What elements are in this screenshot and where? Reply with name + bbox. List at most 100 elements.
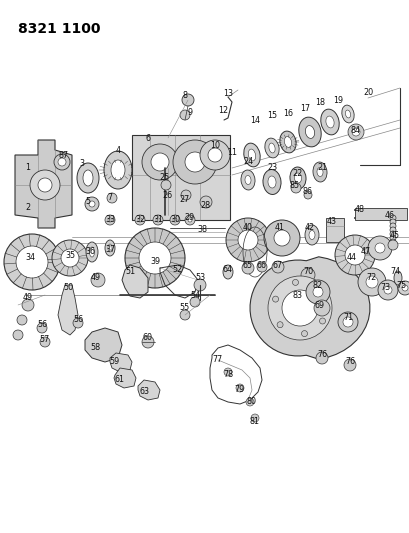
- Text: 64: 64: [222, 265, 232, 274]
- Ellipse shape: [279, 131, 295, 153]
- Ellipse shape: [77, 163, 99, 193]
- Ellipse shape: [83, 170, 93, 186]
- Text: 28: 28: [200, 200, 209, 209]
- Bar: [354, 208, 406, 220]
- Circle shape: [344, 245, 364, 265]
- Circle shape: [389, 223, 395, 229]
- Text: 49: 49: [91, 273, 101, 282]
- Circle shape: [301, 330, 307, 337]
- Text: 15: 15: [266, 110, 276, 119]
- Circle shape: [316, 288, 322, 294]
- Circle shape: [16, 246, 48, 278]
- Text: 33: 33: [105, 215, 115, 224]
- Circle shape: [54, 154, 70, 170]
- Text: 67: 67: [272, 261, 282, 270]
- Text: 65: 65: [243, 261, 252, 270]
- Circle shape: [313, 300, 329, 316]
- Text: 55: 55: [180, 303, 190, 312]
- Circle shape: [342, 317, 352, 327]
- Circle shape: [180, 110, 189, 120]
- Text: 42: 42: [304, 223, 314, 232]
- Polygon shape: [58, 285, 78, 335]
- Ellipse shape: [111, 160, 125, 180]
- Circle shape: [374, 243, 384, 253]
- Polygon shape: [85, 328, 122, 362]
- Polygon shape: [114, 368, 136, 388]
- Polygon shape: [132, 135, 229, 220]
- Text: 48: 48: [354, 206, 364, 214]
- Circle shape: [272, 296, 278, 302]
- Ellipse shape: [344, 110, 350, 118]
- Circle shape: [142, 336, 154, 348]
- Circle shape: [125, 228, 184, 288]
- Circle shape: [303, 191, 311, 199]
- Circle shape: [389, 239, 395, 245]
- Circle shape: [184, 152, 204, 172]
- Text: 21: 21: [316, 164, 326, 173]
- Circle shape: [347, 124, 363, 140]
- Circle shape: [263, 220, 299, 256]
- Text: 5: 5: [85, 198, 90, 206]
- Ellipse shape: [86, 242, 98, 262]
- Ellipse shape: [294, 173, 301, 183]
- Circle shape: [271, 261, 283, 273]
- Text: 52: 52: [173, 265, 183, 274]
- Text: 43: 43: [326, 217, 336, 227]
- Circle shape: [383, 286, 391, 294]
- Text: 84: 84: [350, 125, 360, 134]
- Circle shape: [108, 218, 112, 222]
- Circle shape: [312, 287, 322, 297]
- Ellipse shape: [108, 244, 112, 252]
- Circle shape: [401, 285, 407, 291]
- Ellipse shape: [264, 138, 279, 158]
- Text: 54: 54: [189, 290, 200, 300]
- Circle shape: [334, 235, 374, 275]
- Circle shape: [91, 273, 105, 287]
- Text: 76: 76: [344, 358, 354, 367]
- Text: 35: 35: [65, 251, 75, 260]
- Circle shape: [389, 235, 395, 241]
- Circle shape: [281, 290, 317, 326]
- Circle shape: [38, 178, 52, 192]
- Circle shape: [180, 190, 191, 200]
- Circle shape: [343, 359, 355, 371]
- Circle shape: [377, 280, 397, 300]
- Circle shape: [151, 153, 169, 171]
- Text: 22: 22: [292, 168, 302, 177]
- Text: 61: 61: [115, 376, 125, 384]
- Text: 8321 1100: 8321 1100: [18, 22, 100, 36]
- Polygon shape: [122, 265, 148, 298]
- Text: 37: 37: [105, 246, 115, 254]
- Ellipse shape: [304, 225, 318, 245]
- Ellipse shape: [341, 105, 353, 123]
- Circle shape: [52, 240, 88, 276]
- Ellipse shape: [284, 136, 291, 148]
- Bar: [325, 218, 343, 242]
- Circle shape: [357, 268, 385, 296]
- Circle shape: [22, 299, 34, 311]
- Circle shape: [180, 310, 189, 320]
- Text: 45: 45: [389, 230, 399, 239]
- Polygon shape: [138, 380, 160, 400]
- Circle shape: [290, 183, 300, 193]
- Circle shape: [236, 384, 243, 392]
- Circle shape: [4, 234, 60, 290]
- Text: 26: 26: [162, 190, 172, 199]
- Ellipse shape: [104, 151, 132, 189]
- Circle shape: [161, 180, 171, 190]
- Circle shape: [139, 242, 171, 274]
- Circle shape: [188, 218, 191, 222]
- Ellipse shape: [298, 117, 320, 147]
- Text: 38: 38: [196, 225, 207, 235]
- Text: 24: 24: [243, 157, 252, 166]
- Circle shape: [397, 281, 409, 295]
- Circle shape: [193, 279, 205, 291]
- Text: 18: 18: [314, 98, 324, 107]
- Circle shape: [351, 128, 359, 136]
- Circle shape: [153, 215, 163, 225]
- Text: 74: 74: [389, 268, 399, 277]
- Circle shape: [173, 140, 216, 184]
- Ellipse shape: [89, 247, 94, 257]
- Text: 58: 58: [90, 343, 100, 352]
- Text: 73: 73: [379, 284, 389, 293]
